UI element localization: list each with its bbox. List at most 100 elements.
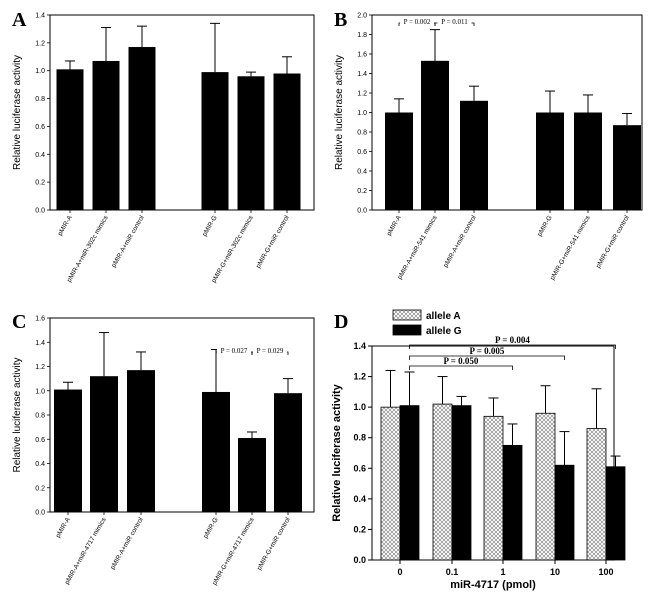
significance-bracket — [409, 365, 513, 370]
annotation-bg — [217, 346, 251, 354]
bar — [127, 370, 155, 512]
y-tick-label: 0.8 — [35, 413, 45, 420]
p-value-label: P = 0.005 — [470, 346, 505, 356]
y-tick-label: 1.0 — [353, 402, 366, 412]
x-tick-label: 10 — [550, 567, 560, 577]
panel-label: D — [334, 311, 348, 333]
y-tick-label: 1.6 — [357, 52, 367, 59]
bar-allele-a — [483, 415, 504, 561]
x-tick-label: pMIR-A — [386, 214, 403, 237]
bar — [56, 69, 84, 210]
y-tick-label: 0.4 — [353, 494, 366, 504]
y-axis-label: Relative luciferase activity — [331, 383, 343, 521]
y-tick-label: 0.8 — [35, 96, 45, 103]
bar — [385, 112, 413, 210]
x-tick-label: pMIR-A+miR control — [442, 214, 478, 269]
bar-allele-g — [554, 464, 575, 561]
y-tick-label: 0.0 — [35, 510, 45, 517]
significance-bracket — [409, 355, 565, 360]
x-tick-label: pMIR-A+miR-4717 mimics — [64, 516, 108, 586]
bar — [421, 60, 449, 211]
y-axis-label: Relative luciferase activity — [12, 357, 23, 472]
x-tick-label: pMIR-G+miR-302c mimics — [210, 214, 255, 284]
y-tick-label: 0.2 — [35, 180, 45, 187]
y-tick-label: 0.2 — [357, 188, 367, 195]
y-tick-label: 0.0 — [357, 208, 367, 215]
annotation-bg — [400, 17, 434, 25]
y-tick-label: 0.8 — [357, 130, 367, 137]
bar-allele-a — [535, 412, 556, 561]
y-axis-label: Relative luciferase activity — [334, 55, 345, 170]
legend-label: allele G — [426, 326, 462, 337]
y-tick-label: 0.6 — [35, 437, 45, 444]
y-tick-label: 1.4 — [35, 340, 45, 347]
y-tick-label: 0.0 — [353, 555, 366, 565]
p-value-label: P = 0.050 — [444, 356, 479, 366]
x-tick-label: pMIR-A+miR-541 mimics — [396, 214, 439, 281]
bar — [613, 125, 641, 210]
y-axis-label: Relative luciferase activity — [12, 55, 23, 170]
x-tick-label: pMIR-G — [202, 517, 219, 540]
bar — [201, 72, 229, 210]
bar — [90, 376, 118, 512]
y-tick-label: 1.4 — [357, 71, 367, 78]
y-tick-label: 0.6 — [35, 124, 45, 131]
legend-label: allele A — [426, 311, 461, 322]
bar — [460, 100, 488, 210]
bar-allele-g — [451, 405, 472, 561]
y-tick-label: 1.2 — [353, 372, 366, 382]
y-tick-label: 0.2 — [353, 524, 366, 534]
x-tick-label: 0.1 — [446, 567, 459, 577]
bar — [536, 112, 564, 210]
y-tick-label: 0.4 — [357, 169, 367, 176]
legend-swatch — [392, 324, 422, 336]
p-value-label: P = 0.002 — [404, 18, 431, 26]
annotation-bg — [253, 346, 287, 354]
x-tick-label: pMIR-G+miR-541 mimics — [549, 214, 592, 281]
annotation-bg — [437, 17, 472, 25]
x-tick-label: 100 — [598, 567, 613, 577]
bar-allele-a — [432, 403, 453, 561]
x-tick-label: pMIR-A+miR control — [110, 214, 146, 269]
x-tick-label: pMIR-A — [57, 214, 74, 237]
y-tick-label: 0.0 — [35, 208, 45, 215]
y-tick-label: 1.4 — [35, 13, 45, 20]
panel-label: C — [12, 311, 26, 333]
bar — [274, 393, 302, 512]
bar — [574, 112, 602, 210]
x-tick-label: pMIR-G+miR control — [595, 214, 631, 269]
chart-panel-A: A 0.0 0.2 0.4 0.6 0.8 1.0 1.2 1.4 Relative lucife… — [12, 9, 315, 284]
y-tick-label: 1.0 — [357, 110, 367, 117]
y-tick-label: 1.6 — [35, 316, 45, 323]
y-tick-label: 0.4 — [35, 152, 45, 159]
y-tick-label: 1.2 — [357, 91, 367, 98]
chart-panel-B: B 0.0 0.2 0.4 0.6 0.8 1.0 1.2 1.4 1.6 1.8 2.0 Relati… — [334, 9, 643, 281]
bar-allele-g — [399, 405, 420, 561]
y-tick-label: 1.0 — [35, 388, 45, 395]
x-tick-label: pMIR-G+miR control — [255, 214, 291, 269]
x-tick-label: 0 — [397, 567, 402, 577]
bar — [128, 47, 156, 211]
x-tick-label: pMIR-A+miR-302c mimics — [66, 214, 110, 284]
y-tick-label: 1.2 — [35, 40, 45, 47]
x-tick-label: pMIR-A — [55, 516, 72, 539]
bar — [92, 60, 120, 210]
p-value-label: P = 0.027 — [221, 347, 248, 355]
chart-panel-C: C 0.0 0.2 0.4 0.6 0.8 1.0 1.2 1.4 1.6 Relative luc… — [12, 311, 315, 587]
p-value-label: P = 0.029 — [257, 347, 284, 355]
x-tick-label: pMIR-G+miR-4717 mimics — [211, 516, 256, 587]
bar — [237, 76, 265, 211]
y-tick-label: 0.6 — [353, 463, 366, 473]
x-tick-label: pMIR-G — [201, 215, 218, 238]
y-tick-label: 1.4 — [353, 341, 366, 351]
y-tick-label: 0.8 — [353, 433, 366, 443]
y-tick-label: 1.8 — [357, 32, 367, 39]
bar-allele-a — [380, 406, 401, 561]
p-value-label: P = 0.004 — [495, 335, 530, 345]
bar — [54, 389, 82, 512]
legend-swatch — [392, 309, 422, 321]
panel-label: A — [12, 9, 27, 31]
significance-bracket — [409, 344, 616, 349]
x-tick-label: 1 — [500, 567, 505, 577]
